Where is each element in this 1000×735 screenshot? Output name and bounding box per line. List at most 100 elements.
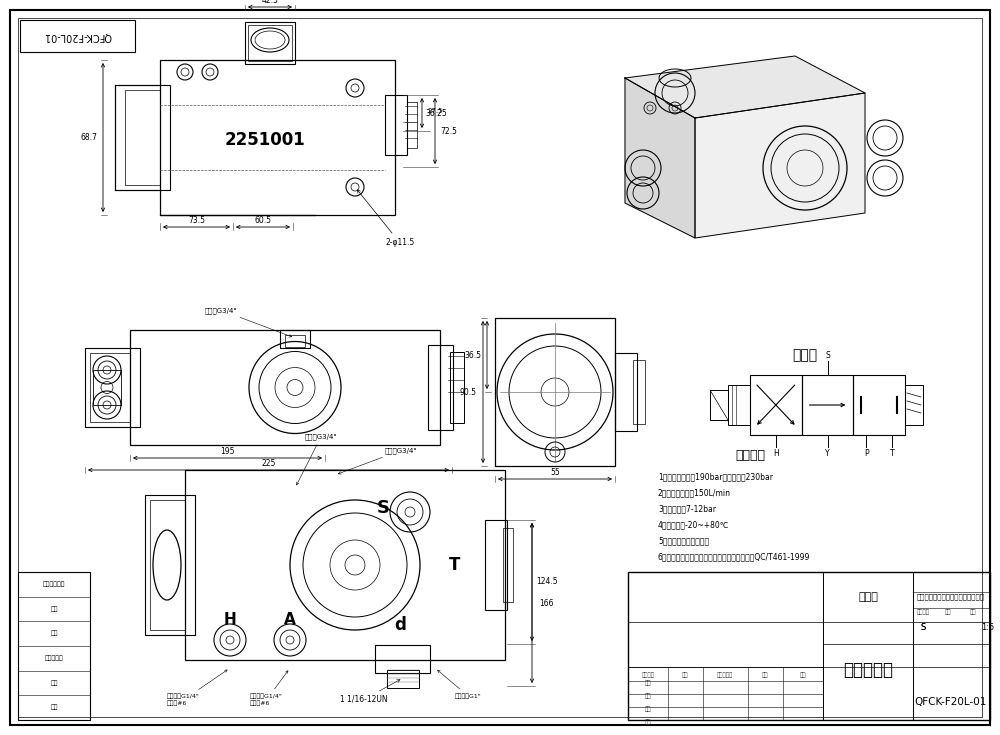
Bar: [20, 20, 135, 52]
Text: 1压力：额定压力190bar，最大压力230bar: 1压力：额定压力190bar，最大压力230bar: [658, 473, 773, 481]
Text: 124.5: 124.5: [536, 578, 558, 587]
Text: 2-φ11.5: 2-φ11.5: [357, 190, 414, 247]
Polygon shape: [695, 93, 865, 238]
Text: 195: 195: [220, 446, 235, 456]
Bar: [385, 95, 407, 155]
Bar: [375, 645, 430, 673]
Text: 技术参数: 技术参数: [735, 448, 765, 462]
Text: 1:5: 1:5: [981, 623, 995, 631]
Text: 液压换向阀: 液压换向阀: [843, 661, 893, 679]
Text: 4工作温度：-20~+80℃: 4工作温度：-20~+80℃: [658, 520, 729, 529]
Bar: [710, 390, 728, 420]
Text: QFCK-F20L-01: QFCK-F20L-01: [915, 697, 987, 707]
Text: 审核: 审核: [645, 706, 651, 711]
Bar: [728, 385, 750, 425]
Text: 5工作介质：抗磨液压油: 5工作介质：抗磨液压油: [658, 537, 709, 545]
Text: 2251001: 2251001: [225, 131, 305, 149]
Text: H: H: [224, 612, 236, 628]
Bar: [615, 353, 637, 431]
Text: 日期: 日期: [50, 705, 58, 711]
Text: 60.5: 60.5: [254, 215, 272, 224]
Text: 润滑油口G1": 润滑油口G1": [438, 670, 482, 699]
Text: 日期: 日期: [800, 673, 806, 678]
Bar: [280, 330, 310, 348]
Text: 6产品执行标准：《自卸汽车换向阀技术条件》QC/T461-1999: 6产品执行标准：《自卸汽车换向阀技术条件》QC/T461-1999: [658, 553, 810, 562]
Bar: [125, 90, 160, 185]
Bar: [18, 572, 90, 720]
Text: 68.7: 68.7: [81, 133, 97, 142]
Text: 166: 166: [539, 598, 553, 608]
Text: 图样标记: 图样标记: [916, 609, 930, 614]
Bar: [245, 22, 295, 64]
Text: 处数: 处数: [682, 673, 688, 678]
Text: d: d: [394, 616, 406, 634]
Polygon shape: [625, 78, 695, 238]
Bar: [495, 318, 615, 466]
Text: 审查: 审查: [645, 693, 651, 699]
Bar: [905, 385, 923, 425]
Text: 55: 55: [550, 467, 560, 476]
Text: A: A: [284, 612, 296, 628]
Bar: [503, 528, 513, 602]
Text: 进油口G3/4": 进油口G3/4": [205, 307, 292, 337]
Text: 90.5: 90.5: [460, 387, 477, 396]
Text: 设计: 设计: [645, 680, 651, 686]
Text: 3控制气压：7-12bar: 3控制气压：7-12bar: [658, 504, 716, 514]
Polygon shape: [625, 56, 865, 118]
Text: T: T: [449, 556, 461, 574]
Text: 36.5: 36.5: [464, 351, 482, 359]
Text: 标高图号号: 标高图号号: [45, 656, 63, 661]
Text: S: S: [920, 623, 926, 631]
Text: 数量: 数量: [945, 609, 951, 614]
Text: H: H: [773, 448, 779, 457]
Text: 225: 225: [261, 459, 276, 467]
Text: 描图: 描图: [50, 606, 58, 612]
Text: S: S: [825, 351, 830, 359]
Bar: [85, 348, 140, 427]
Bar: [145, 495, 195, 635]
Text: 进油口G3/4": 进油口G3/4": [338, 447, 418, 474]
Text: 管道用件规范: 管道用件规范: [43, 581, 65, 587]
Bar: [628, 572, 990, 720]
Text: 27.5: 27.5: [427, 107, 443, 113]
Text: 2流量：最大流量150L/min: 2流量：最大流量150L/min: [658, 489, 731, 498]
Text: S: S: [376, 499, 390, 517]
Text: 36.25: 36.25: [425, 109, 447, 118]
Text: 1 1/16-12UN: 1 1/16-12UN: [340, 680, 400, 704]
Bar: [185, 470, 505, 660]
Bar: [387, 670, 419, 688]
Text: 阶段标记: 阶段标记: [642, 673, 654, 678]
Text: 排气管口G1/4"
排气管#6: 排气管口G1/4" 排气管#6: [167, 670, 227, 706]
Text: 进气管口G1/4"
进气管#6: 进气管口G1/4" 进气管#6: [250, 671, 288, 706]
Text: 工艺: 工艺: [645, 720, 651, 725]
Text: 72.5: 72.5: [441, 126, 457, 135]
Bar: [130, 330, 440, 445]
Text: 42.5: 42.5: [262, 0, 278, 4]
Text: 更改文件号: 更改文件号: [717, 673, 733, 678]
Text: 校量: 校量: [50, 631, 58, 637]
Bar: [407, 102, 417, 148]
Bar: [428, 345, 453, 430]
Text: 常州市武进安祥液压件制造有限公司: 常州市武进安祥液压件制造有限公司: [917, 594, 985, 600]
Bar: [150, 500, 185, 630]
Bar: [750, 375, 802, 435]
Text: 签字: 签字: [50, 680, 58, 686]
Text: 比量: 比量: [970, 609, 976, 614]
Text: S: S: [920, 623, 926, 631]
Text: 原理图: 原理图: [792, 348, 818, 362]
Text: Y: Y: [825, 448, 830, 457]
Bar: [633, 360, 645, 424]
Text: 用油口G3/4": 用油口G3/4": [297, 433, 338, 485]
Bar: [802, 375, 853, 435]
Bar: [160, 60, 395, 215]
Bar: [485, 520, 507, 610]
Text: P: P: [864, 448, 869, 457]
Text: QFCK-F20L-01: QFCK-F20L-01: [43, 31, 111, 41]
Text: T: T: [890, 448, 894, 457]
Bar: [450, 352, 464, 423]
Bar: [115, 85, 170, 190]
Bar: [285, 335, 305, 347]
Text: 签字: 签字: [762, 673, 768, 678]
Bar: [248, 25, 292, 61]
Text: 组合件: 组合件: [858, 592, 878, 602]
